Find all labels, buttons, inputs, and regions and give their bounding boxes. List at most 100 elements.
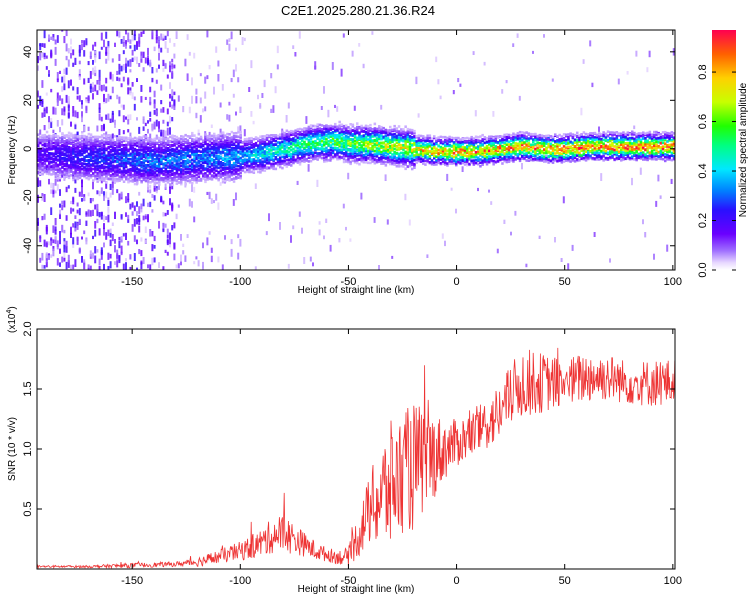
spectrogram-ridge-cell xyxy=(56,139,60,142)
spectrogram-ridge-cell xyxy=(133,149,137,152)
spectrogram-ridge-cell xyxy=(155,169,159,173)
spectrogram-noise-cell xyxy=(39,129,42,135)
spectrogram-ridge-cell xyxy=(314,132,317,136)
spectrogram-ridge-cell xyxy=(140,136,143,139)
spectrogram-ridge-cell xyxy=(195,157,198,161)
spectrogram-noise-cell xyxy=(138,218,141,222)
spectrogram-ridge-cell xyxy=(345,129,348,132)
spectrogram-ridge-cell xyxy=(41,172,44,176)
spectrogram-ridge-cell xyxy=(334,122,337,126)
spectrogram-ridge-cell xyxy=(400,128,403,131)
spectrogram-ridge-cell xyxy=(397,138,401,142)
spectrogram-ridge-cell xyxy=(503,152,506,155)
spectrogram-ridge-cell xyxy=(481,148,484,151)
spectrogram-ridge-cell xyxy=(323,133,326,136)
spectrogram-ridge-cell xyxy=(237,168,240,171)
spectrogram-noise-cell xyxy=(83,78,86,85)
spectrogram-ridge-cell xyxy=(87,143,91,146)
spectrogram-ridge-cell xyxy=(59,148,62,152)
spectrogram-ridge-cell xyxy=(281,140,284,144)
spectrogram-ridge-cell xyxy=(468,162,471,166)
spectrogram-ridge-cell xyxy=(470,159,473,163)
spectrogram-ridge-cell xyxy=(193,159,196,162)
spectrogram-ridge-cell xyxy=(404,133,407,136)
spectrogram-noise-cell xyxy=(281,128,284,133)
spectrogram-ridge-cell xyxy=(347,142,350,145)
spectrogram-ridge-cell xyxy=(342,139,346,142)
spectrogram-ridge-cell xyxy=(43,159,47,162)
spectrogram-ridge-cell xyxy=(342,160,346,164)
spectrogram-ridge-cell xyxy=(45,135,49,139)
spectrogram-noise-cell xyxy=(384,174,387,181)
spectrogram-ridge-cell xyxy=(118,153,121,156)
spectrogram-ridge-cell xyxy=(199,142,203,146)
spectrogram-ridge-cell xyxy=(406,156,410,159)
spectrogram-ridge-cell xyxy=(417,153,421,157)
spectrogram-ridge-cell xyxy=(507,133,511,137)
spectrogram-ridge-cell xyxy=(142,164,146,168)
spectrogram-ridge-cell xyxy=(94,140,97,143)
spectrogram-ridge-cell xyxy=(52,152,55,155)
spectrogram-ridge-cell xyxy=(384,134,388,138)
spectrogram-ridge-cell xyxy=(327,140,330,143)
spectrogram-noise-cell xyxy=(353,105,356,111)
spectrogram-noise-cell xyxy=(85,98,88,103)
spectrogram-ridge-cell xyxy=(279,147,282,151)
spectrogram-ridge-cell xyxy=(195,161,198,164)
spectrogram-ridge-cell xyxy=(472,155,476,159)
spectrogram-ridge-cell xyxy=(457,143,460,147)
spectrogram-noise-cell xyxy=(59,262,61,267)
spectrogram-ridge-cell xyxy=(92,139,95,142)
spectrogram-ridge-cell xyxy=(54,168,58,171)
spectrogram-ridge-cell xyxy=(424,139,427,143)
spectrogram-noise-cell xyxy=(171,66,174,70)
spectrogram-ridge-cell xyxy=(87,147,91,150)
spectrogram-ridge-cell xyxy=(188,164,192,167)
spectrogram-ridge-cell xyxy=(65,160,69,163)
spectrogram-noise-cell xyxy=(171,70,174,78)
spectrogram-ridge-cell xyxy=(195,170,198,173)
spectrogram-ridge-cell xyxy=(127,160,130,164)
spectrogram-ridge-cell xyxy=(483,137,487,141)
spectrogram-noise-cell xyxy=(144,57,147,64)
spectrogram-ridge-cell xyxy=(221,172,225,175)
spectrogram-noise-cell xyxy=(140,203,143,210)
spectrogram-ridge-cell xyxy=(459,150,462,154)
spectrogram-ridge-cell xyxy=(208,168,212,172)
spectrogram-ridge-cell xyxy=(94,165,97,168)
spectrogram-ridge-cell xyxy=(147,142,150,145)
spectrogram-ridge-cell xyxy=(397,157,401,161)
spectrogram-ridge-cell xyxy=(105,172,108,175)
spectrogram-ridge-cell xyxy=(162,157,165,160)
spectrogram-ridge-cell xyxy=(477,145,480,148)
spectrogram-noise-cell xyxy=(107,209,110,214)
spectrogram-ridge-cell xyxy=(389,144,392,148)
spectrogram-ridge-cell xyxy=(283,155,286,159)
spectrogram-ridge-cell xyxy=(59,173,62,177)
spectrogram-ridge-cell xyxy=(235,153,238,157)
spectrogram-noise-cell xyxy=(131,211,134,216)
spectrogram-noise-cell xyxy=(100,247,103,256)
spectrogram-ridge-cell xyxy=(92,172,95,175)
spectrogram-ridge-cell xyxy=(158,175,161,178)
spectrogram-ridge-cell xyxy=(120,148,124,151)
spectrogram-noise-cell xyxy=(109,118,112,123)
spectrogram-ridge-cell xyxy=(496,148,500,151)
spectrogram-ridge-cell xyxy=(208,171,212,174)
spectrogram-ridge-cell xyxy=(158,157,161,160)
spectrogram-ridge-cell xyxy=(406,145,410,148)
spectrogram-ridge-cell xyxy=(325,130,328,133)
spectrogram-ridge-cell xyxy=(472,163,476,166)
spectrogram-noise-cell xyxy=(184,58,187,67)
spectrogram-ridge-cell xyxy=(294,131,297,135)
spectrogram-ridge-cell xyxy=(349,154,352,158)
spectrogram-ridge-cell xyxy=(43,140,47,143)
spectrogram-ridge-cell xyxy=(507,160,511,163)
spectrogram-ridge-cell xyxy=(63,153,66,156)
spectrogram-ridge-cell xyxy=(391,159,394,162)
spectrogram-ridge-cell xyxy=(441,146,445,150)
spectrogram-ridge-cell xyxy=(439,145,443,149)
spectrogram-ridge-cell xyxy=(512,139,515,143)
spectrogram-noise-cell xyxy=(160,144,163,150)
spectrogram-ridge-cell xyxy=(373,154,377,158)
